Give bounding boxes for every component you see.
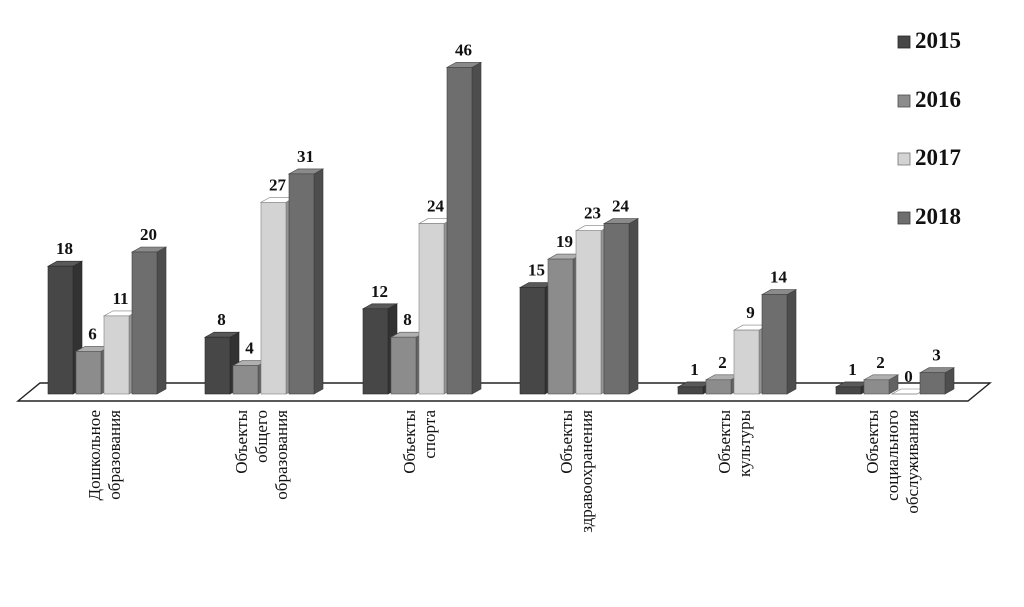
legend-swatch-2016 [898,95,910,107]
bar-2016-6 [864,375,898,394]
data-label-2015-6: 1 [848,360,857,379]
data-label-2018-6: 3 [932,346,941,365]
data-label-2015-3: 12 [371,282,388,301]
bar-2018-6 [920,368,954,394]
data-label-2016-3: 8 [403,310,412,329]
bar-2018-2 [289,169,323,394]
data-label-2018-1: 20 [140,225,157,244]
category-label-3: Объектыспорта [400,409,439,473]
data-label-2016-4: 19 [556,232,573,251]
data-label-2018-4: 24 [612,197,630,216]
data-label-2016-1: 6 [88,324,97,343]
data-label-2018-5: 14 [770,268,788,287]
category-label-1: Дошкольноеобразования [85,410,124,501]
legend-item-2015: 2015 [898,28,961,53]
data-label-2017-2: 27 [269,175,287,194]
data-label-2015-4: 15 [528,261,545,280]
legend-item-2016: 2016 [898,87,961,112]
legend-label-2015: 2015 [915,28,961,53]
legend-swatch-2017 [898,153,910,165]
legend-item-2018: 2018 [898,204,961,229]
data-label-2015-2: 8 [217,310,226,329]
category-label-6: Объектысоциальногообслуживания [863,409,922,513]
data-label-2017-1: 11 [112,289,128,308]
data-label-2018-3: 46 [455,40,472,59]
data-label-2016-6: 2 [876,353,885,372]
data-label-2015-5: 1 [690,360,699,379]
category-label-4: Объектыздравоохранения [557,409,596,532]
bar-2018-4 [604,219,638,394]
legend-swatch-2015 [898,36,910,48]
data-label-2015-1: 18 [56,239,73,258]
legend-label-2018: 2018 [915,204,961,229]
legend-item-2017: 2017 [898,145,961,170]
legend-label-2016: 2016 [915,87,961,112]
category-label-2: Объектыобщегообразования [232,409,291,499]
bar-2018-3 [447,62,481,394]
data-label-2017-3: 24 [427,197,445,216]
bar-2018-1 [132,247,166,394]
category-label-5: Объектыкультуры [715,409,754,477]
legend-label-2017: 2017 [915,145,961,170]
legend-swatch-2018 [898,212,910,224]
data-label-2016-2: 4 [245,339,254,358]
data-label-2017-5: 9 [746,303,755,322]
data-label-2017-4: 23 [584,204,601,223]
data-label-2016-5: 2 [718,353,727,372]
bar-2018-5 [762,290,796,394]
data-label-2018-2: 31 [297,147,314,166]
data-label-2017-6: 0 [904,367,913,386]
